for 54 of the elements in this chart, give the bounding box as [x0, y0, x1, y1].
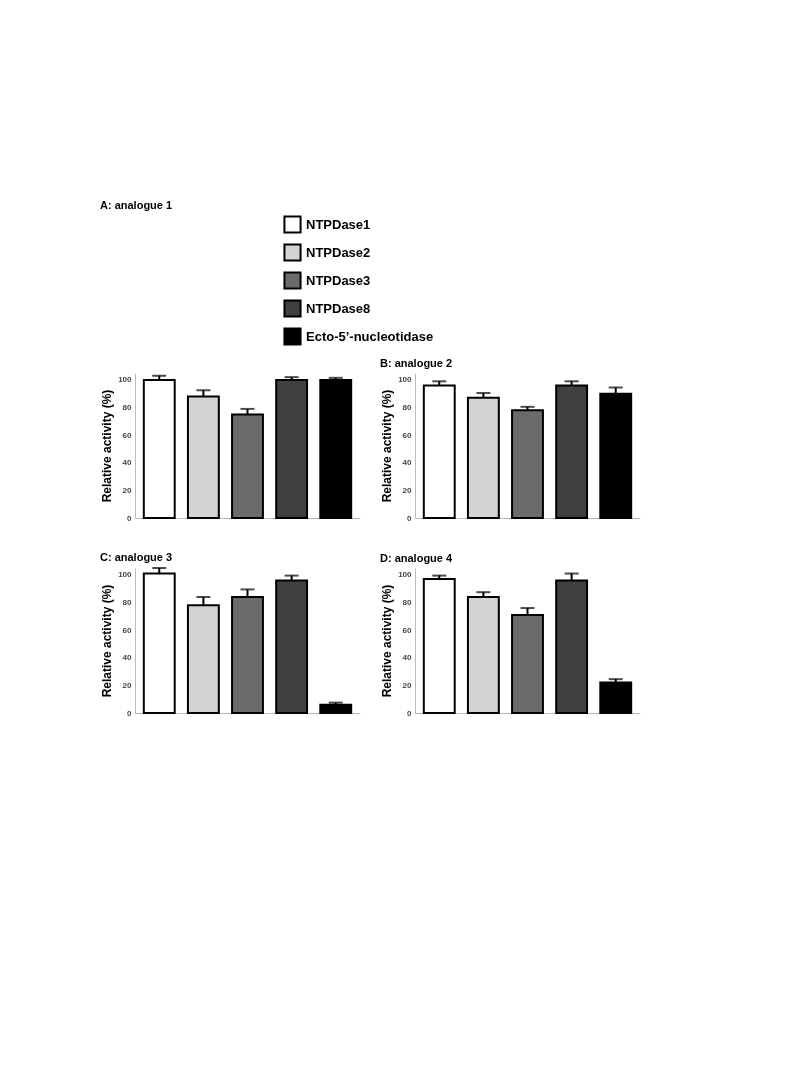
chart-title: B: analogue 2 — [380, 357, 453, 369]
y-tick-label: 60 — [402, 625, 413, 635]
legend-label: Ecto-5’-nucleotidase — [306, 328, 434, 344]
bar — [422, 384, 456, 519]
y-tick-label: 80 — [122, 598, 133, 608]
bar — [275, 579, 309, 714]
y-tick-label: 40 — [402, 458, 413, 468]
y-tick-label: 40 — [122, 458, 133, 468]
legend-label: NTPDase2 — [306, 244, 371, 260]
bar — [319, 703, 353, 714]
legend-label: NTPDase3 — [306, 272, 371, 288]
y-tick-label: 40 — [122, 653, 133, 663]
bar — [555, 384, 589, 519]
y-tick-label: 100 — [398, 570, 413, 580]
y-tick-label: 20 — [122, 680, 133, 690]
y-tick-label: 100 — [398, 375, 413, 385]
bar — [599, 392, 633, 519]
y-tick-label: 60 — [122, 625, 133, 635]
y-tick-label: 80 — [402, 598, 413, 608]
legend-label: NTPDase8 — [306, 300, 371, 316]
y-tick-label: 20 — [402, 485, 413, 495]
bar — [142, 572, 176, 714]
y-tick-label: 100 — [118, 375, 133, 385]
y-tick-label: 0 — [407, 513, 413, 523]
y-tick-label: 20 — [122, 485, 133, 495]
y-tick-label: 60 — [402, 430, 413, 440]
y-axis-title: Relative activity (%) — [100, 389, 115, 503]
bar — [511, 409, 544, 519]
bar — [511, 613, 544, 714]
y-tick-label: 0 — [407, 708, 413, 718]
bar — [555, 579, 589, 714]
bar — [422, 578, 456, 714]
bar — [466, 596, 500, 714]
bar — [466, 396, 500, 519]
y-tick-label: 100 — [118, 570, 133, 580]
y-axis-title: Relative activity (%) — [100, 584, 115, 698]
y-tick-label: 80 — [402, 403, 413, 413]
y-tick-label: 40 — [402, 653, 413, 663]
bar — [231, 413, 264, 519]
chart-title: D: analogue 4 — [380, 552, 454, 564]
chart-title: C: analogue 3 — [100, 551, 173, 563]
bar — [319, 378, 353, 519]
y-tick-label: 80 — [122, 403, 133, 413]
y-tick-label: 0 — [127, 513, 133, 523]
y-tick-label: 20 — [402, 680, 413, 690]
chart-title: A: analogue 1 — [100, 199, 173, 211]
legend-label: NTPDase1 — [306, 216, 371, 232]
bar — [186, 395, 220, 519]
bar — [275, 378, 309, 519]
y-axis-title: Relative activity (%) — [380, 389, 395, 503]
bar — [142, 378, 176, 519]
y-tick-label: 60 — [122, 430, 133, 440]
y-tick-label: 0 — [127, 708, 133, 718]
y-axis-title: Relative activity (%) — [380, 584, 395, 698]
